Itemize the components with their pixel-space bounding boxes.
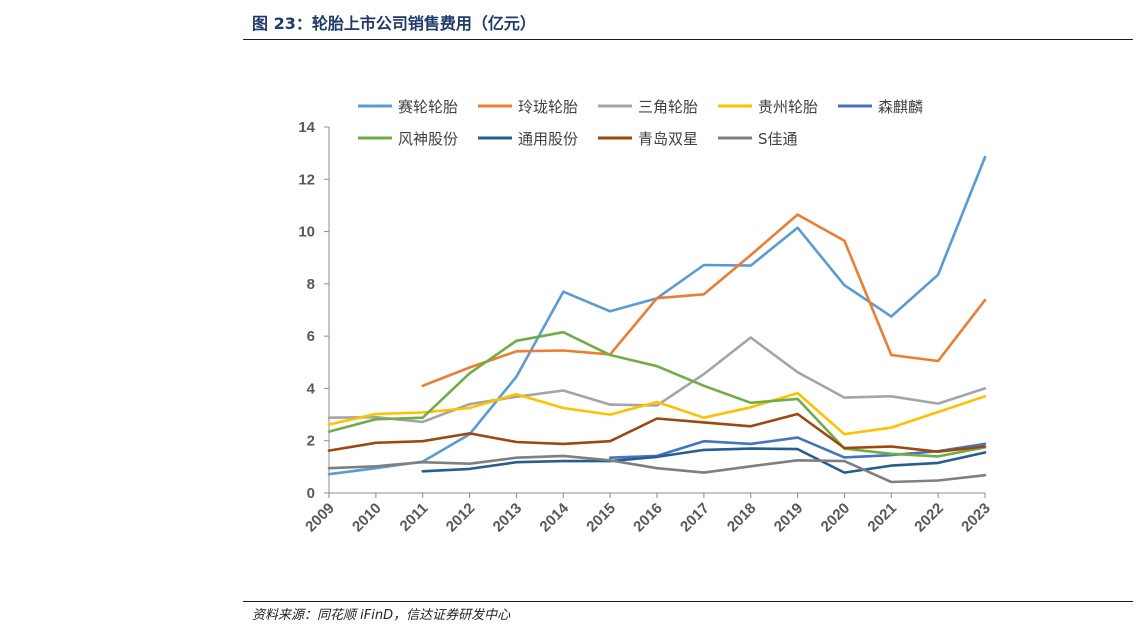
line-chart: 0 2 4 6 8 10 12 14 2009 2010 2011 2012 2013 2014 2015… <box>298 98 994 536</box>
legend-label: 风神股份 <box>398 130 458 148</box>
x-tick-label: 2019 <box>771 500 807 536</box>
series-line-0 <box>327 155 987 476</box>
legend-item: S佳通 <box>718 130 798 148</box>
series-line-8 <box>327 454 987 484</box>
series-lines <box>327 155 987 484</box>
series-line-3 <box>327 391 987 436</box>
bottom-divider <box>243 601 1133 602</box>
x-tick-label: 2009 <box>302 500 338 536</box>
series-line-1 <box>421 213 987 388</box>
legend-label: 贵州轮胎 <box>758 98 818 116</box>
x-tick-label: 2018 <box>724 500 760 536</box>
legend-item: 玲珑轮胎 <box>478 98 578 116</box>
y-tick-label: 6 <box>307 328 315 345</box>
x-tick-label: 2012 <box>443 500 479 536</box>
series-line-4 <box>608 436 987 459</box>
series-line-7 <box>327 412 987 453</box>
y-tick-label: 14 <box>298 119 315 136</box>
legend-item: 青岛双星 <box>598 130 698 148</box>
x-axis: 2009 2010 2011 2012 2013 2014 2015 2016 2017 2018… <box>302 492 994 536</box>
x-tick-label: 2015 <box>583 500 619 536</box>
x-tick-label: 2011 <box>397 500 432 535</box>
legend-label: 三角轮胎 <box>638 98 698 116</box>
y-axis: 0 2 4 6 8 10 12 14 <box>298 119 330 502</box>
legend-item: 风神股份 <box>358 130 458 148</box>
y-tick-label: 8 <box>307 276 315 293</box>
x-tick-label: 2023 <box>958 500 994 536</box>
x-tick-label: 2016 <box>630 500 666 536</box>
legend-item: 贵州轮胎 <box>718 98 818 116</box>
top-divider <box>243 39 1133 40</box>
legend-label: 青岛双星 <box>638 130 698 148</box>
x-tick-label: 2022 <box>911 500 947 536</box>
series-line-5 <box>327 330 987 458</box>
series-line-2 <box>327 336 987 424</box>
x-tick-label: 2014 <box>536 499 572 535</box>
x-tick-label: 2017 <box>677 500 713 536</box>
figure-title: 图 23：轮胎上市公司销售费用（亿元） <box>252 14 536 33</box>
legend-item: 森麒麟 <box>838 98 923 116</box>
legend-label: 赛轮轮胎 <box>398 98 458 116</box>
x-tick-label: 2013 <box>490 500 526 536</box>
legend-item: 赛轮轮胎 <box>358 98 458 116</box>
legend-label: 玲珑轮胎 <box>518 98 578 116</box>
legend-item: 三角轮胎 <box>598 98 698 116</box>
y-tick-label: 12 <box>298 171 315 188</box>
x-tick-label: 2010 <box>349 500 385 536</box>
y-tick-label: 2 <box>307 433 315 450</box>
x-tick-label: 2020 <box>818 500 854 536</box>
y-tick-label: 4 <box>307 380 316 397</box>
x-tick-label: 2021 <box>864 500 900 536</box>
y-tick-label: 10 <box>298 224 315 241</box>
legend-label: 森麒麟 <box>878 98 923 116</box>
legend-item: 通用股份 <box>478 130 578 148</box>
source-note: 资料来源：同花顺 iFinD，信达证券研发中心 <box>252 608 511 623</box>
series-line-6 <box>421 447 987 474</box>
legend-label: S佳通 <box>758 130 798 148</box>
y-tick-label: 0 <box>307 485 315 502</box>
legend-label: 通用股份 <box>518 130 578 148</box>
